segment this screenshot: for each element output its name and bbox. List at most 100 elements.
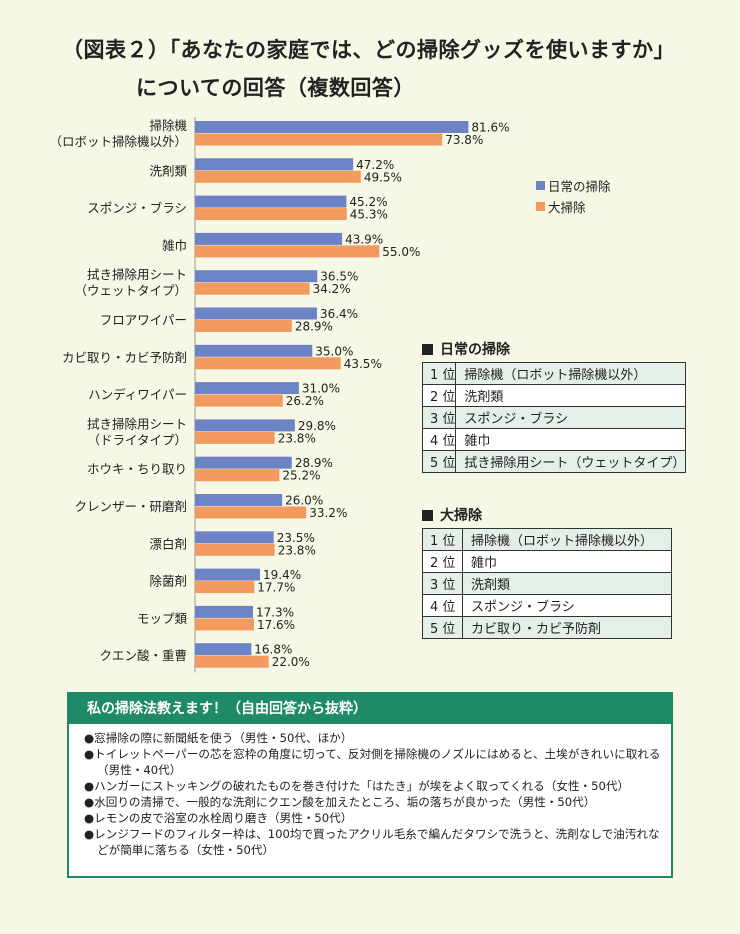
item-cell: 洗剤類 — [455, 384, 687, 407]
list-item: ハンガーにストッキングの破れたものを巻き付けた「はたき」が埃をよく取ってくれる（… — [84, 778, 661, 794]
data-label-big-3: 55.0% — [382, 245, 420, 259]
data-label-daily-9: 28.9% — [295, 456, 333, 470]
table-row: 5 位カビ取り・カビ予防剤 — [422, 616, 672, 639]
table-row: 5 位拭き掃除用シート（ウェットタイプ） — [421, 450, 687, 473]
data-label-big-14: 22.0% — [272, 655, 310, 669]
table-row: 2 位雑巾 — [422, 550, 672, 573]
category-label-7: ハンディワイパー — [88, 387, 187, 402]
category-label-10: クレンザー・研磨剤 — [74, 499, 187, 514]
category-label-13: モップ類 — [137, 611, 188, 626]
category-label-8-1: （ドライタイプ） — [87, 432, 187, 447]
item-cell: 雑巾 — [455, 428, 687, 451]
category-label-12: 除菌剤 — [149, 574, 187, 589]
legend-big-label: 大掃除 — [548, 200, 586, 215]
bar-big-0 — [195, 133, 443, 146]
bar-big-12 — [195, 581, 255, 594]
data-label-daily-2: 45.2% — [349, 195, 387, 209]
ranking-big-table: 1 位掃除機（ロボット掃除機以外） 2 位雑巾 3 位洗剤類 4 位スポンジ・ブ… — [422, 528, 672, 639]
bar-big-11 — [195, 543, 275, 556]
category-label-9: ホウキ・ちり取り — [87, 462, 187, 477]
bar-big-9 — [195, 469, 280, 482]
square-icon — [422, 509, 433, 521]
category-label-1: 洗剤類 — [149, 163, 187, 178]
category-label-5: フロアワイパー — [100, 313, 187, 328]
category-label-0-0: 掃除機 — [149, 118, 187, 133]
bar-big-14 — [195, 655, 269, 668]
data-label-daily-1: 47.2% — [356, 158, 394, 172]
data-label-daily-13: 17.3% — [256, 605, 294, 619]
data-label-big-2: 45.3% — [350, 208, 388, 222]
bar-daily-13 — [195, 605, 253, 618]
bar-big-10 — [195, 506, 307, 519]
data-label-big-1: 49.5% — [364, 170, 402, 184]
rank-cell: 3 位 — [422, 572, 463, 595]
category-label-6: カビ取り・カビ予防剤 — [62, 350, 187, 365]
data-label-daily-6: 35.0% — [315, 344, 353, 358]
ranking-big-title: 大掃除 — [440, 508, 482, 524]
category-label-4-0: 拭き掃除用シート — [87, 267, 187, 282]
rank-cell: 5 位 — [422, 616, 463, 639]
table-row: 4 位雑巾 — [421, 428, 687, 451]
bar-daily-1 — [195, 158, 354, 171]
item-cell: 拭き掃除用シート（ウェットタイプ） — [455, 450, 687, 473]
category-label-3: 雑巾 — [162, 238, 187, 253]
category-label-8-0: 拭き掃除用シート — [87, 416, 187, 431]
data-label-big-0: 73.8% — [445, 133, 483, 147]
category-label-0-1: （ロボット掃除機以外） — [49, 134, 187, 149]
ranking-daily-heading: 日常の掃除 — [422, 339, 510, 359]
data-label-daily-7: 31.0% — [302, 382, 340, 396]
data-label-big-4: 34.2% — [313, 282, 351, 296]
bar-daily-2 — [195, 195, 347, 208]
data-label-big-8: 23.8% — [278, 431, 316, 445]
square-icon — [422, 343, 433, 355]
data-label-daily-14: 16.8% — [254, 643, 292, 657]
bar-daily-3 — [195, 232, 343, 245]
list-item: レモンの皮で浴室の水栓周り磨き（男性・50代） — [84, 810, 661, 826]
data-label-big-10: 33.2% — [309, 506, 347, 520]
ranking-big-heading: 大掃除 — [422, 505, 482, 525]
table-row: 4 位スポンジ・ブラシ — [422, 594, 672, 617]
data-label-daily-0: 81.6% — [471, 121, 509, 135]
legend-big-swatch — [536, 202, 545, 211]
bar-daily-4 — [195, 270, 318, 283]
ranking-daily-table: 1 位掃除機（ロボット掃除機以外） 2 位洗剤類 3 位スポンジ・ブラシ 4 位… — [421, 362, 687, 473]
bar-big-8 — [195, 431, 275, 444]
data-label-big-7: 26.2% — [286, 394, 324, 408]
bar-big-13 — [195, 618, 254, 631]
ranking-daily-title: 日常の掃除 — [440, 342, 510, 358]
table-row: 1 位掃除機（ロボット掃除機以外） — [421, 362, 687, 385]
rank-cell: 1 位 — [421, 362, 457, 385]
data-label-big-11: 23.8% — [278, 543, 316, 557]
data-label-big-13: 17.6% — [257, 618, 295, 632]
bar-daily-9 — [195, 456, 292, 469]
list-item: トイレットペーパーの芯を窓枠の角度に切って、反対側を掃除機のノズルにはめると、土… — [84, 746, 661, 778]
data-label-daily-4: 36.5% — [320, 270, 358, 284]
bar-daily-8 — [195, 419, 295, 432]
rank-cell: 4 位 — [421, 428, 457, 451]
rank-cell: 2 位 — [422, 550, 463, 573]
data-label-big-6: 43.5% — [344, 357, 382, 371]
rank-cell: 5 位 — [421, 450, 457, 473]
item-cell: カビ取り・カビ予防剤 — [462, 616, 672, 639]
legend-big: 大掃除 — [536, 197, 586, 216]
category-label-2: スポンジ・ブラシ — [87, 201, 187, 216]
chart-title-line2: についての回答（複数回答） — [136, 76, 415, 100]
item-cell: 洗剤類 — [462, 572, 672, 595]
item-cell: スポンジ・ブラシ — [455, 406, 687, 429]
table-row: 3 位スポンジ・ブラシ — [421, 406, 687, 429]
category-label-4-1: （ウェットタイプ） — [74, 283, 187, 298]
bar-daily-12 — [195, 568, 260, 581]
data-label-big-9: 25.2% — [282, 469, 320, 483]
bar-big-3 — [195, 245, 380, 258]
item-cell: スポンジ・ブラシ — [462, 594, 672, 617]
bar-daily-6 — [195, 344, 313, 357]
bar-daily-0 — [195, 121, 469, 133]
tips-box: 私の掃除法教えます！（自由回答から抜粋） 窓掃除の際に新聞紙を使う（男性・50代… — [67, 692, 673, 878]
bar-big-2 — [195, 208, 347, 221]
bar-big-5 — [195, 320, 292, 332]
list-item: 窓掃除の際に新聞紙を使う（男性・50代、ほか） — [84, 730, 661, 746]
rank-cell: 4 位 — [422, 594, 463, 617]
item-cell: 雑巾 — [462, 550, 672, 573]
bar-big-6 — [195, 357, 341, 370]
rank-cell: 2 位 — [421, 384, 457, 407]
